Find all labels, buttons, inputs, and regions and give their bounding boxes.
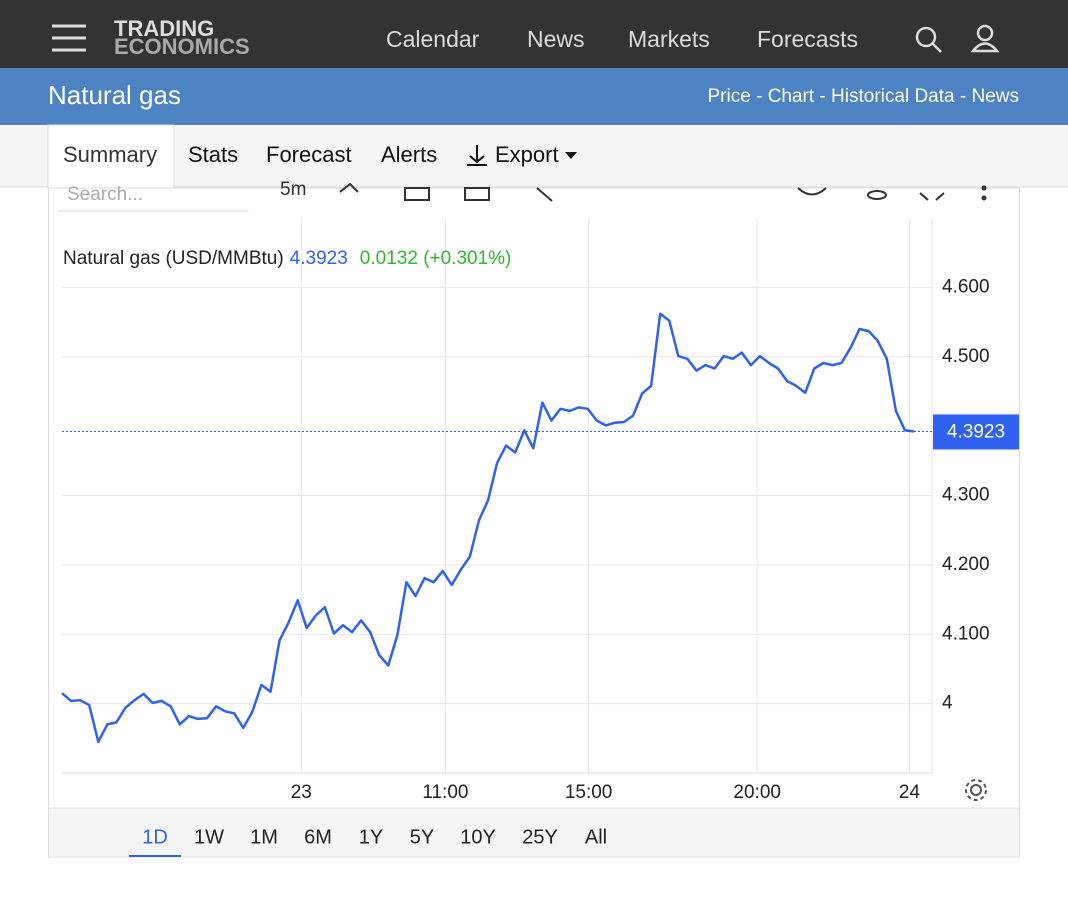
dropdown-caret bbox=[565, 152, 577, 159]
y-tick-label: 4.600 bbox=[942, 276, 990, 297]
menu-item[interactable]: Forecasts bbox=[757, 26, 858, 52]
y-tick-label: 4.500 bbox=[942, 346, 990, 367]
x-tick-label: 20:00 bbox=[733, 782, 781, 803]
interval[interactable]: 5m bbox=[280, 179, 306, 200]
tab[interactable]: Summary bbox=[63, 142, 157, 167]
range-button[interactable]: All bbox=[585, 826, 607, 848]
price-badge-label: 4.3923 bbox=[947, 421, 1005, 442]
sub-links: Price - Chart - Historical Data - News bbox=[708, 86, 1020, 107]
legend-part: 0.0132 (+0.301%) bbox=[360, 248, 512, 269]
settings-icon[interactable] bbox=[965, 779, 987, 801]
user-icon[interactable] bbox=[970, 24, 1000, 53]
legend-part: 4.3923 bbox=[290, 248, 348, 269]
y-tick-label: 4.200 bbox=[942, 554, 990, 575]
link[interactable]: Chart bbox=[768, 86, 815, 107]
search-input[interactable]: Search... bbox=[67, 184, 143, 205]
link[interactable]: Historical Data bbox=[831, 86, 955, 107]
link[interactable]: Price bbox=[708, 86, 751, 107]
menu-item[interactable]: Markets bbox=[628, 26, 710, 52]
plot: 4 4.100 4.200 4.300 4.500 4.600 23 11:00 15:00 20… bbox=[61, 218, 1019, 803]
range-button[interactable]: 1Y bbox=[359, 826, 383, 848]
legend-part: Natural gas (USD/MMBtu) bbox=[63, 248, 284, 269]
search-icon[interactable] bbox=[915, 26, 942, 53]
y-tick-label: 4.300 bbox=[942, 485, 990, 506]
chart-frame bbox=[48, 187, 1020, 858]
x-tick-label: 24 bbox=[899, 782, 921, 803]
range-button[interactable]: 1D bbox=[142, 826, 168, 848]
tab[interactable]: Alerts bbox=[381, 142, 437, 167]
tab[interactable]: Export bbox=[495, 142, 559, 167]
sub-header bbox=[0, 68, 1068, 125]
menu-item[interactable]: Calendar bbox=[386, 26, 480, 52]
page-title: Natural gas bbox=[48, 80, 181, 110]
range-button[interactable]: 5Y bbox=[410, 826, 434, 848]
price-line bbox=[61, 312, 915, 744]
range-button[interactable]: 10Y bbox=[460, 826, 496, 848]
legend: Natural gas (USD/MMBtu) 4.3923 0.0132 (+0.… bbox=[63, 248, 511, 269]
tab-bar bbox=[0, 125, 1068, 187]
range-bar bbox=[49, 808, 1019, 856]
tab[interactable]: Forecast bbox=[266, 142, 352, 167]
range-button[interactable]: 25Y bbox=[522, 826, 558, 848]
y-tick-label: 4 bbox=[942, 693, 953, 714]
y-tick-label: 4.100 bbox=[942, 623, 990, 644]
tab[interactable]: Stats bbox=[188, 142, 238, 167]
range-button[interactable]: 1W bbox=[194, 826, 224, 848]
hamburger[interactable] bbox=[52, 24, 86, 52]
logo[interactable]: ECONOMICS bbox=[114, 34, 250, 59]
x-tick-label: 23 bbox=[291, 782, 312, 803]
range-button[interactable]: 6M bbox=[304, 826, 332, 848]
link[interactable]: News bbox=[971, 86, 1019, 107]
toolbar-icons[interactable] bbox=[339, 182, 987, 202]
range-buttons: 1D 1W 1M 6M 1Y 5Y 10Y 25Y All bbox=[129, 826, 607, 857]
x-tick-label: 11:00 bbox=[422, 782, 468, 803]
logo[interactable]: TRADING bbox=[114, 16, 214, 41]
range-button[interactable]: 1M bbox=[250, 826, 278, 848]
export-icon bbox=[467, 145, 487, 166]
menu-item[interactable]: News bbox=[527, 26, 585, 52]
active-tab bbox=[47, 124, 175, 189]
x-tick-label: 15:00 bbox=[565, 782, 613, 803]
price-badge bbox=[933, 414, 1019, 450]
top-nav bbox=[0, 0, 1068, 68]
